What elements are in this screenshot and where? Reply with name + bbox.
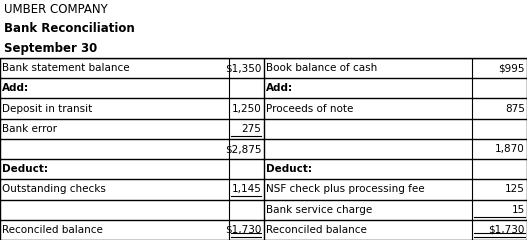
Text: Proceeds of note: Proceeds of note xyxy=(266,103,353,114)
Text: Deduct:: Deduct: xyxy=(2,164,48,174)
Text: Bank error: Bank error xyxy=(2,124,57,134)
Text: NSF check plus processing fee: NSF check plus processing fee xyxy=(266,185,424,194)
Text: 275: 275 xyxy=(241,124,261,134)
Text: 125: 125 xyxy=(505,185,525,194)
Text: Add:: Add: xyxy=(2,83,29,93)
Text: Bank service charge: Bank service charge xyxy=(266,205,372,215)
Text: Bank statement balance: Bank statement balance xyxy=(2,63,130,73)
Text: $995: $995 xyxy=(499,63,525,73)
Text: Bank Reconciliation: Bank Reconciliation xyxy=(4,23,135,36)
Text: 1,870: 1,870 xyxy=(495,144,525,154)
Text: 875: 875 xyxy=(505,103,525,114)
Text: UMBER COMPANY: UMBER COMPANY xyxy=(4,3,108,16)
Text: Reconciled balance: Reconciled balance xyxy=(266,225,366,235)
Text: Outstanding checks: Outstanding checks xyxy=(2,185,106,194)
Text: $1,730: $1,730 xyxy=(225,225,261,235)
Text: Reconciled balance: Reconciled balance xyxy=(2,225,103,235)
Text: $1,730: $1,730 xyxy=(489,225,525,235)
Text: 1,250: 1,250 xyxy=(232,103,261,114)
Text: Deduct:: Deduct: xyxy=(266,164,311,174)
Text: September 30: September 30 xyxy=(4,42,97,55)
Text: 15: 15 xyxy=(512,205,525,215)
Text: Book balance of cash: Book balance of cash xyxy=(266,63,377,73)
Text: $2,875: $2,875 xyxy=(225,144,261,154)
Text: $1,350: $1,350 xyxy=(225,63,261,73)
Text: Add:: Add: xyxy=(266,83,292,93)
Text: 1,145: 1,145 xyxy=(231,185,261,194)
Text: Deposit in transit: Deposit in transit xyxy=(2,103,92,114)
